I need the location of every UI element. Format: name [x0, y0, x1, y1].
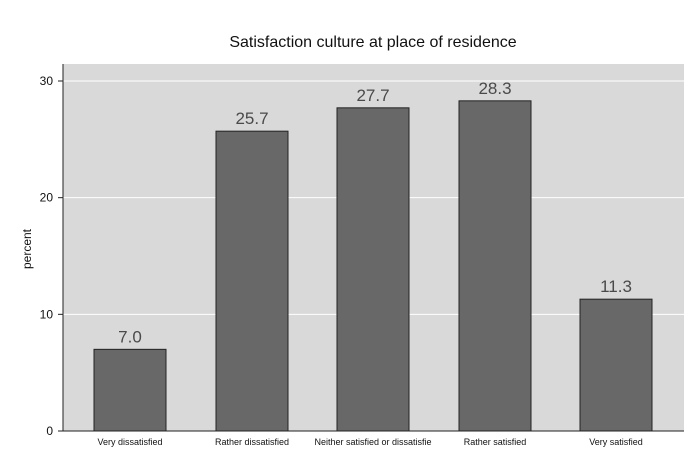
bar — [579, 298, 653, 432]
data-label: 7.0 — [118, 327, 142, 346]
x-tick-label: Rather satisfied — [464, 437, 527, 447]
y-tick-label: 20 — [40, 191, 54, 205]
y-tick-label: 30 — [40, 74, 54, 88]
x-tick-label: Neither satisfied or dissatisfie — [314, 437, 431, 447]
data-label: 27.7 — [356, 86, 389, 105]
plot-area: 0 10 20 30 7.0 Very dissatisfied 25.7 Rather di… — [40, 64, 684, 447]
bar — [458, 100, 532, 432]
y-tick-label: 0 — [46, 424, 53, 438]
y-tick-label: 10 — [40, 307, 54, 321]
data-label: 28.3 — [478, 79, 511, 98]
data-label: 11.3 — [600, 277, 632, 296]
bar — [93, 348, 167, 432]
x-tick-label: Very satisfied — [589, 437, 643, 447]
chart-title: Satisfaction culture at place of residen… — [229, 34, 516, 51]
bar — [215, 130, 289, 432]
x-tick-label: Rather dissatisfied — [215, 437, 289, 447]
bar — [336, 107, 410, 432]
y-axis-label: percent — [20, 228, 34, 269]
data-label: 25.7 — [235, 109, 268, 128]
x-tick-label: Very dissatisfied — [97, 437, 162, 447]
